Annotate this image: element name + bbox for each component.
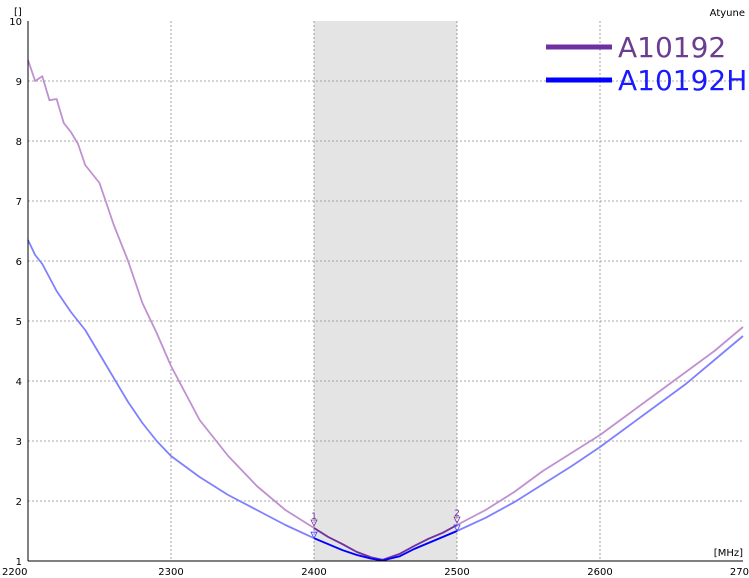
grid-layer (28, 21, 743, 561)
series-band-segment-2 (313, 530, 458, 562)
marker-triangle (310, 531, 318, 540)
y-tick-label: 6 (16, 257, 22, 268)
legend-label-2: A10192H (618, 64, 747, 97)
marker-triangle (453, 516, 461, 524)
y-tick-label: 10 (9, 17, 22, 28)
marker-triangle (310, 519, 318, 527)
x-tick-label: 2500 (444, 567, 469, 578)
y-tick-label: 3 (16, 437, 22, 448)
y-tick-label: 2 (16, 497, 22, 508)
marker-label: 1 (311, 512, 317, 522)
x-unit-label: [MHz] (714, 548, 743, 559)
curve-layer (27, 59, 744, 562)
y-tick-label: 5 (16, 317, 22, 328)
x-tick-label: 2600 (587, 567, 612, 578)
marker-triangle (453, 524, 461, 532)
x-tick-label: 270 (730, 567, 749, 578)
x-tick-label: 2400 (301, 567, 326, 578)
y-tick-label: 4 (16, 377, 22, 388)
marker-label: 2 (454, 509, 460, 519)
axis-layer (27, 21, 743, 562)
y-unit-label: [] (14, 7, 22, 18)
x-tick-label: 2200 (2, 567, 27, 578)
y-tick-label: 1 (16, 557, 22, 568)
y-tick-label: 9 (16, 77, 22, 88)
y-tick-label: 7 (16, 197, 22, 208)
legend-label-1: A10192 (618, 31, 726, 64)
top-right-label: Atyune (710, 8, 745, 19)
shaded-band (314, 21, 457, 561)
x-tick-label: 2300 (158, 567, 183, 578)
y-tick-label: 8 (16, 137, 22, 148)
shaded-band-layer (314, 21, 457, 561)
